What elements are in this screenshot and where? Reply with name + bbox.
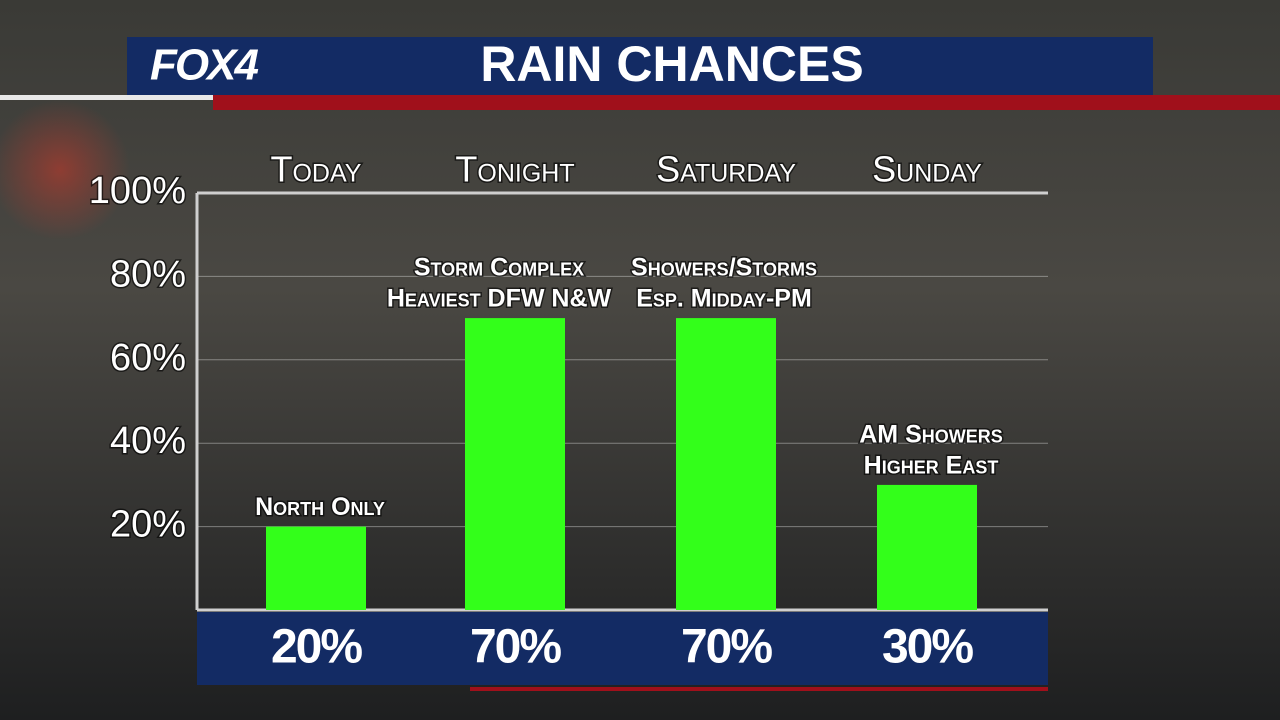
logo: FOX4: [150, 41, 258, 90]
annotation: Heaviest DFW N&W: [387, 285, 612, 313]
chart-title: RAIN CHANCES: [480, 36, 863, 92]
y-tick-label: 80%: [110, 253, 186, 295]
annotation: AM Showers: [859, 421, 1003, 449]
annotation: Storm Complex: [414, 254, 584, 282]
x-tick-label: Saturday: [656, 149, 796, 190]
annotation: Higher East: [864, 452, 999, 480]
bar: [877, 484, 977, 610]
value-label: 70%: [681, 621, 772, 674]
bar: [465, 318, 565, 610]
bar: [676, 318, 776, 610]
x-tick-label: Tonight: [455, 149, 574, 190]
bokeh: [0, 100, 130, 240]
value-label: 70%: [470, 621, 561, 674]
value-label: 20%: [271, 621, 362, 674]
y-tick-label: 100%: [89, 170, 186, 212]
header-line: [0, 95, 213, 100]
annotation: Esp. Midday-PM: [636, 285, 812, 313]
y-tick-label: 60%: [110, 337, 186, 379]
header-stripe: [213, 95, 1280, 110]
value-band: [197, 612, 1048, 685]
bar: [266, 526, 366, 610]
value-label: 30%: [882, 621, 973, 674]
annotation: North Only: [255, 493, 385, 521]
x-tick-label: Sunday: [872, 149, 982, 190]
x-tick-label: Today: [271, 149, 362, 190]
y-tick-label: 20%: [110, 504, 186, 546]
annotation: Showers/Storms: [631, 254, 817, 282]
value-band-stripe: [470, 687, 1048, 691]
header-bar: [127, 37, 1153, 95]
y-tick-label: 40%: [110, 420, 186, 462]
